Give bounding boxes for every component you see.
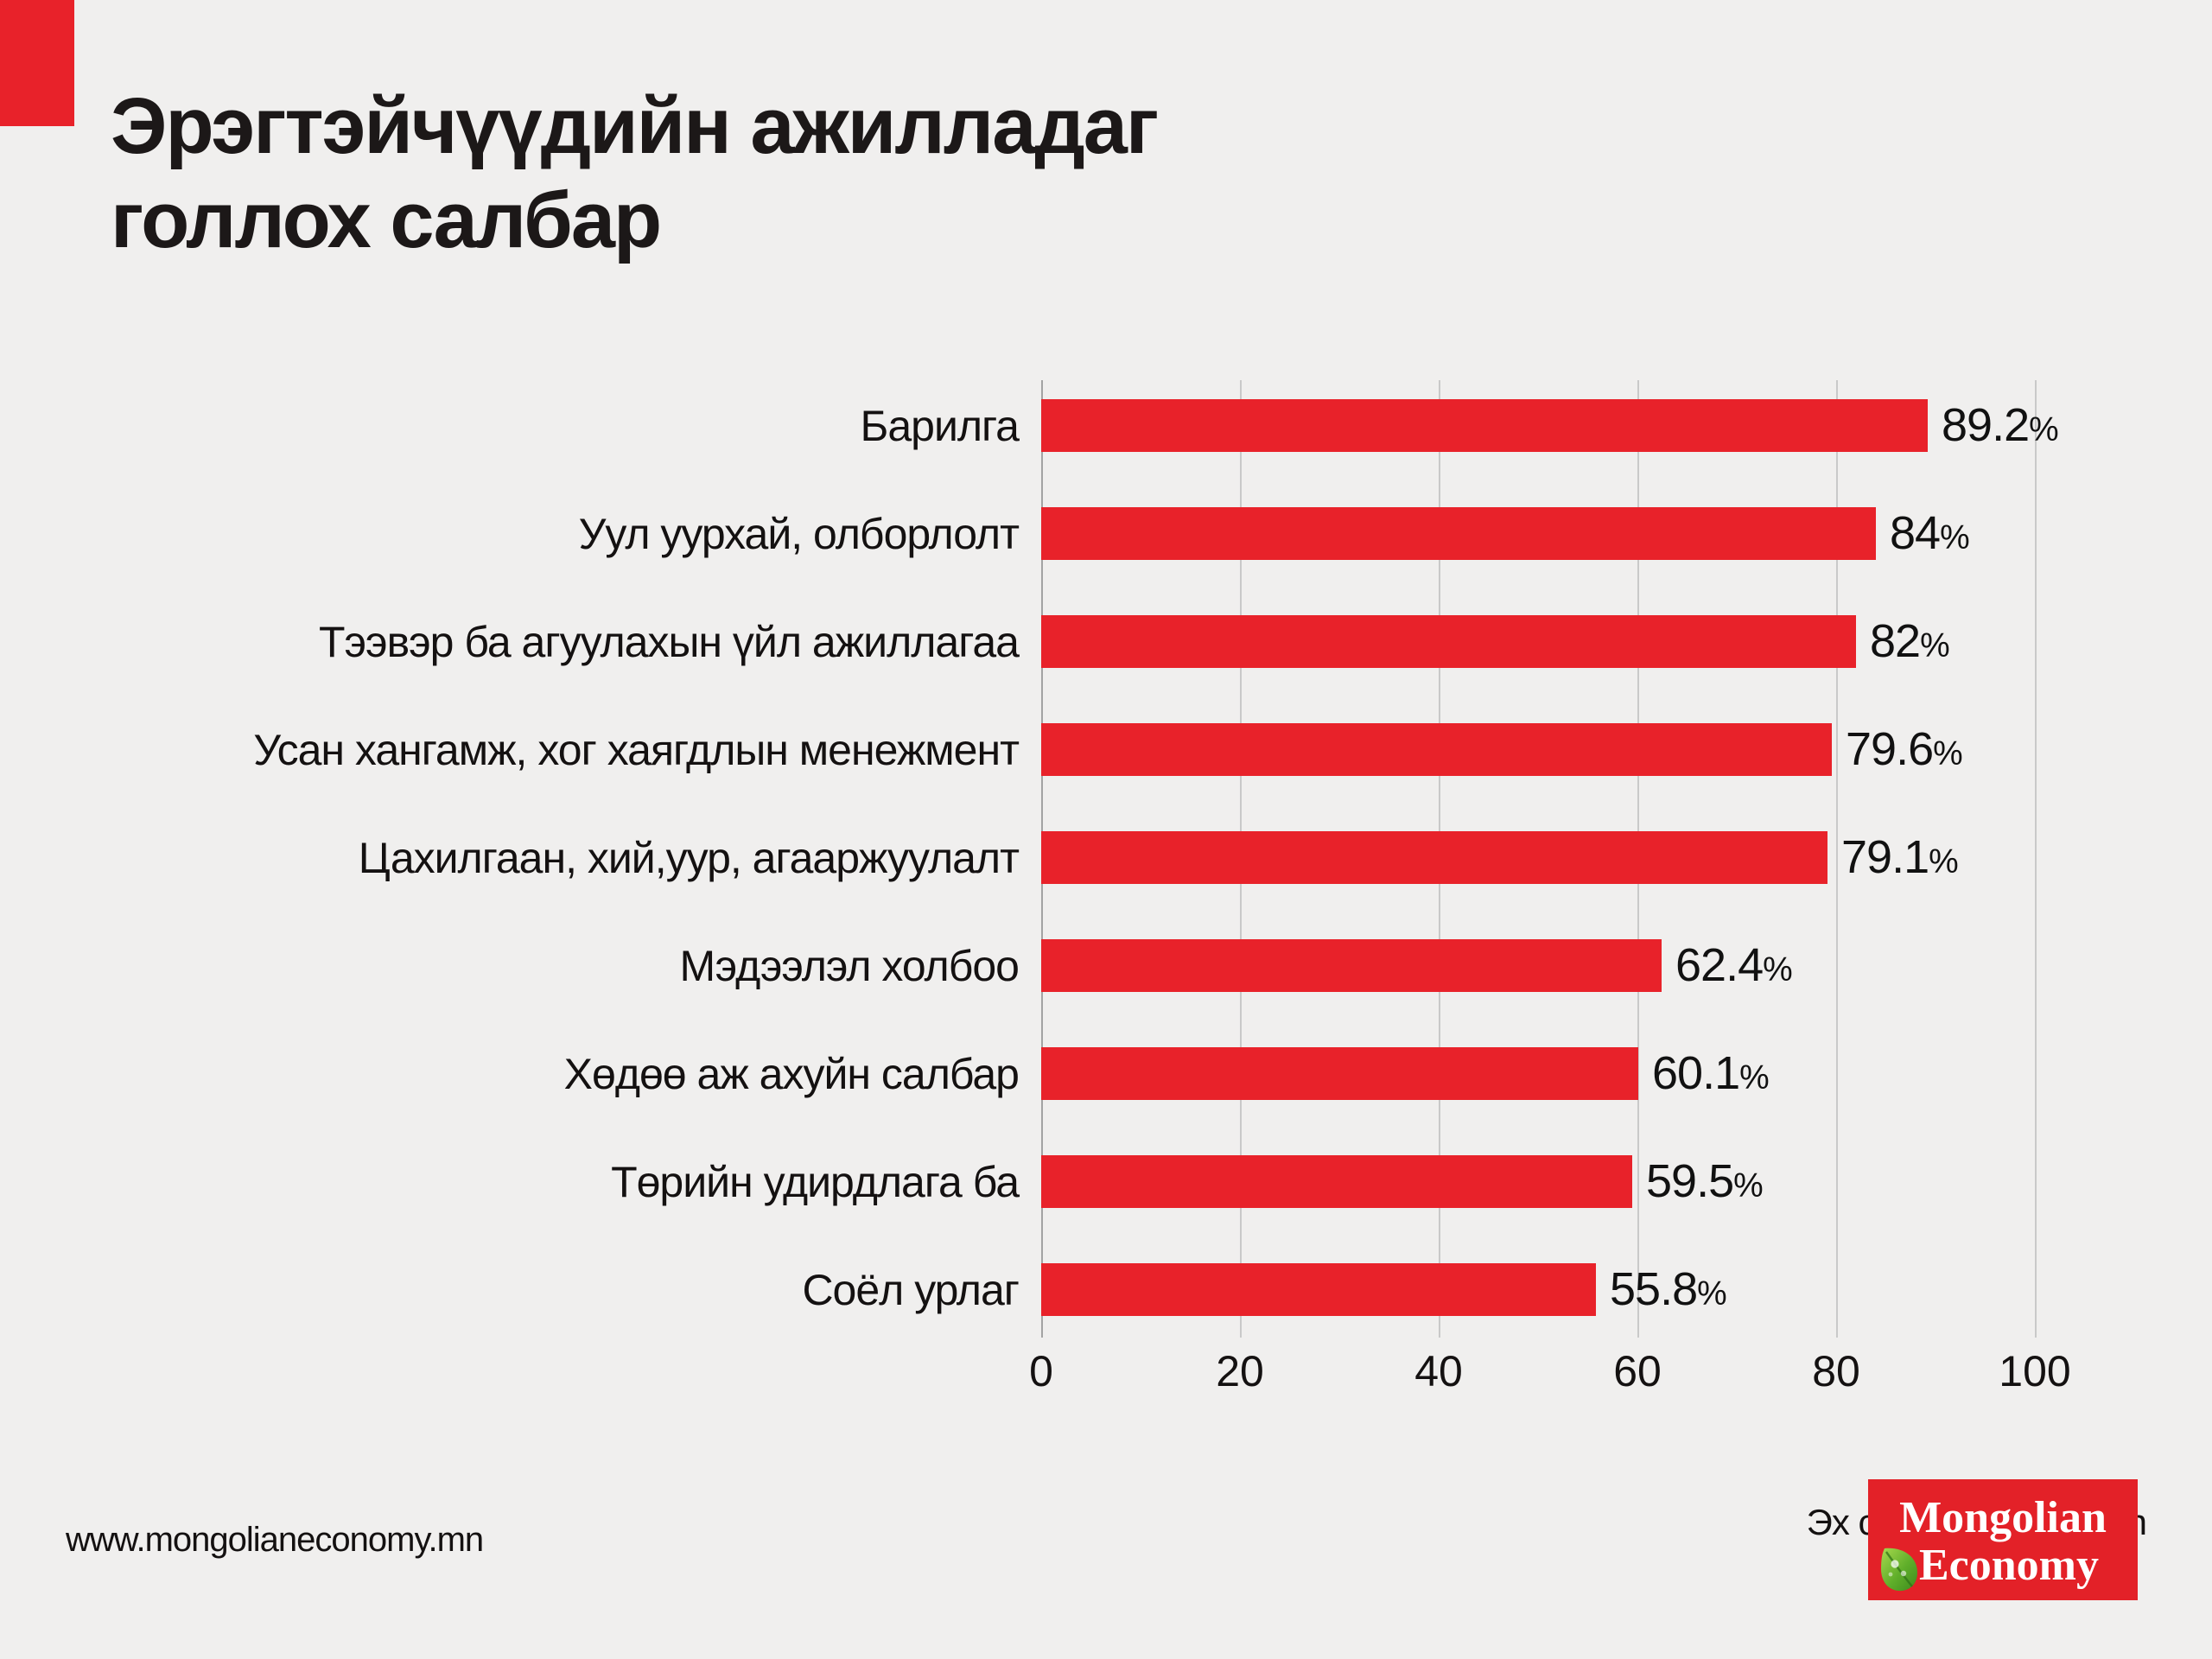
bar xyxy=(1041,831,1827,884)
category-label: Соёл урлаг xyxy=(802,1265,1020,1314)
value-label: 79.1% xyxy=(1841,830,1959,883)
category-label: Барилга xyxy=(860,401,1020,450)
category-label: Төрийн удирдлага ба xyxy=(611,1157,1020,1206)
bar-track: 79.1% xyxy=(1041,830,2212,884)
value-label: 60.1% xyxy=(1652,1046,1770,1099)
logo-text-line2: Economy xyxy=(1881,1541,2099,1591)
chart-row: Усан хангамж, хог хаягдлын менежмент 79.6… xyxy=(0,696,2212,804)
bar xyxy=(1041,507,1876,560)
bar-track: 60.1% xyxy=(1041,1046,2212,1100)
chart-row: Уул уурхай, олборлолт 84% xyxy=(0,480,2212,588)
chart-row: Хөдөө аж ахуйн салбар 60.1% xyxy=(0,1020,2212,1128)
value-label: 82% xyxy=(1870,614,1950,667)
mongolian-economy-logo: Mongolian Economy xyxy=(1868,1479,2138,1600)
bar xyxy=(1041,615,1856,668)
bar xyxy=(1041,399,1928,452)
bar-track: 89.2% xyxy=(1041,398,2212,452)
chart-row: Мэдээлэл холбоо 62.4% xyxy=(0,912,2212,1020)
value-label: 59.5% xyxy=(1646,1154,1764,1207)
bar-chart: Барилга 89.2% Уул уурхай, олборлолт 84% Тээв… xyxy=(0,372,2212,1452)
logo-text-line1: Mongolian xyxy=(1899,1493,2107,1543)
bar xyxy=(1041,1155,1632,1208)
value-label: 62.4% xyxy=(1675,938,1793,991)
bar-track: 84% xyxy=(1041,506,2212,560)
value-label: 89.2% xyxy=(1942,398,2059,451)
category-label: Уул уурхай, олборлолт xyxy=(578,509,1020,558)
bar-track: 82% xyxy=(1041,614,2212,668)
bar xyxy=(1041,723,1832,776)
chart-row: Соёл урлаг 55.8% xyxy=(0,1236,2212,1344)
category-label: Цахилгаан, хий,уур, агааржуулалт xyxy=(358,833,1020,882)
x-axis-tick: 100 xyxy=(1999,1347,2071,1395)
x-axis-tick: 60 xyxy=(1613,1347,1662,1395)
x-axis-tick: 20 xyxy=(1216,1347,1264,1395)
bar-track: 79.6% xyxy=(1041,722,2212,776)
page-title-line2: голлох салбар xyxy=(111,175,662,264)
category-label: Хөдөө аж ахуйн салбар xyxy=(563,1049,1020,1098)
bar xyxy=(1041,1263,1596,1316)
value-label: 55.8% xyxy=(1610,1262,1727,1315)
x-axis: 0 20 40 60 80 100 xyxy=(0,1346,2212,1407)
bar-track: 55.8% xyxy=(1041,1262,2212,1316)
page-title: Эрэгтэйчүүдийн ажилладаг голлох салбар xyxy=(111,79,1159,267)
bar-track: 59.5% xyxy=(1041,1154,2212,1208)
brand-corner-square xyxy=(0,0,74,126)
bar xyxy=(1041,1047,1638,1100)
leaf-icon xyxy=(1881,1548,1917,1591)
x-axis-tick: 80 xyxy=(1812,1347,1860,1395)
category-label: Усан хангамж, хог хаягдлын менежмент xyxy=(253,725,1020,774)
gridline xyxy=(1836,380,1838,1338)
logo-text-economy: Economy xyxy=(1919,1541,2099,1590)
chart-row: Барилга 89.2% xyxy=(0,372,2212,480)
gridline xyxy=(2035,380,2037,1338)
chart-row: Төрийн удирдлага ба 59.5% xyxy=(0,1128,2212,1236)
website-url: www.mongolianeconomy.mn xyxy=(66,1521,484,1559)
chart-rows: Барилга 89.2% Уул уурхай, олборлолт 84% Тээв… xyxy=(0,372,2212,1344)
category-label: Мэдээлэл холбоо xyxy=(679,941,1020,990)
bar-track: 62.4% xyxy=(1041,938,2212,992)
page-title-line1: Эрэгтэйчүүдийн ажилладаг xyxy=(111,82,1159,170)
x-axis-tick: 40 xyxy=(1414,1347,1463,1395)
bar xyxy=(1041,939,1662,992)
category-label: Тээвэр ба агуулахын үйл ажиллагаа xyxy=(319,617,1020,666)
value-label: 84% xyxy=(1890,506,1970,559)
x-axis-tick: 0 xyxy=(1029,1347,1053,1395)
value-label: 79.6% xyxy=(1846,722,1963,775)
chart-row: Цахилгаан, хий,уур, агааржуулалт 79.1% xyxy=(0,804,2212,912)
chart-row: Тээвэр ба агуулахын үйл ажиллагаа 82% xyxy=(0,588,2212,696)
